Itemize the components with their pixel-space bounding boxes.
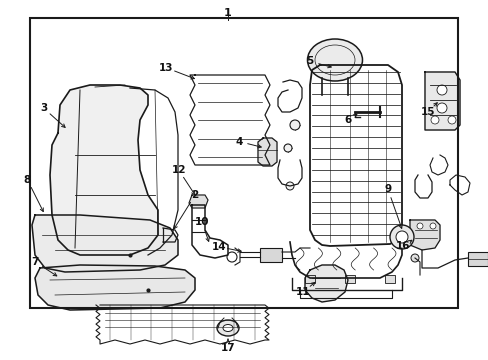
Text: 8: 8 [23,175,31,185]
Circle shape [284,144,291,152]
Circle shape [436,85,446,95]
Bar [345,275,354,283]
Ellipse shape [307,39,362,81]
Text: 11: 11 [295,287,310,297]
Polygon shape [189,195,207,208]
Circle shape [410,254,418,262]
Ellipse shape [223,324,232,332]
Bar [467,252,487,266]
Bar [384,275,394,283]
Circle shape [416,223,422,229]
Polygon shape [35,265,195,310]
Polygon shape [305,265,347,302]
Text: 10: 10 [194,217,209,228]
Text: 4: 4 [235,136,243,147]
Text: 5: 5 [306,57,313,67]
Bar [30,18,457,308]
Text: 2: 2 [191,190,199,200]
Text: 6: 6 [344,116,351,126]
Text: 9: 9 [384,184,391,194]
Bar [305,275,314,283]
Circle shape [395,231,407,243]
Text: 14: 14 [211,242,226,252]
Text: 13: 13 [159,63,173,73]
Text: 12: 12 [171,165,185,175]
Circle shape [447,116,455,124]
Bar [260,248,282,262]
Text: 1: 1 [224,8,231,18]
Circle shape [285,182,293,190]
Polygon shape [409,220,439,250]
Text: 16: 16 [395,242,409,252]
Polygon shape [424,72,459,130]
Circle shape [436,103,446,113]
Polygon shape [50,85,158,255]
Polygon shape [258,138,276,166]
Text: 7: 7 [31,257,39,267]
Circle shape [389,225,413,249]
Text: 15: 15 [420,107,434,117]
Ellipse shape [217,320,239,336]
Text: 17: 17 [220,343,235,353]
Circle shape [289,120,299,130]
Text: 3: 3 [40,103,47,113]
Circle shape [430,116,438,124]
Polygon shape [32,215,178,272]
Circle shape [429,223,435,229]
